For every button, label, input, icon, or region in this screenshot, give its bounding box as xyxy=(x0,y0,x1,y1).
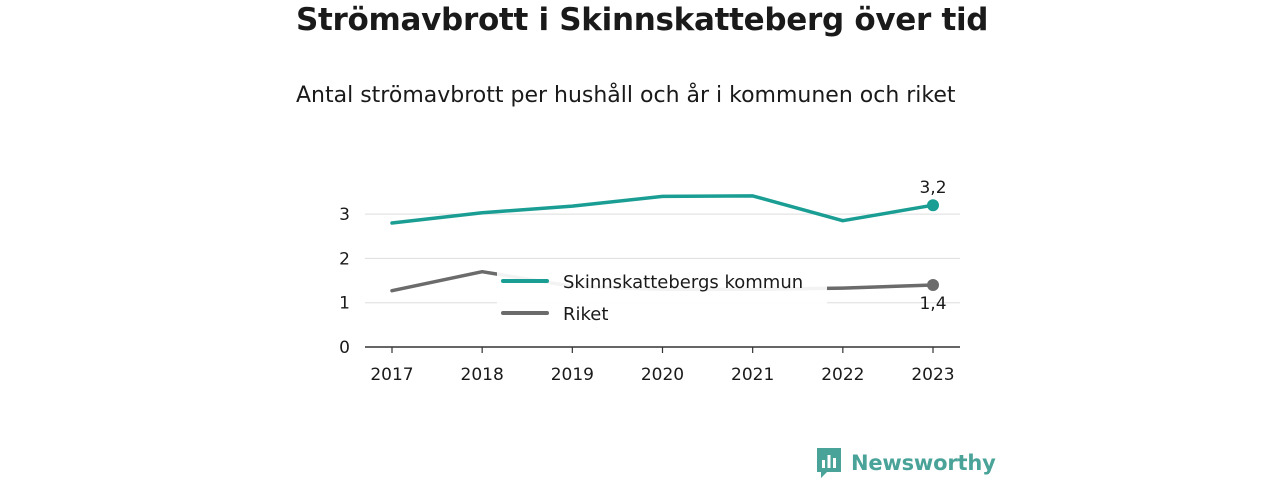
chart-subtitle: Antal strömavbrott per hushåll och år i … xyxy=(296,83,956,108)
x-tick-label: 2020 xyxy=(641,365,684,385)
y-tick-label: 1 xyxy=(339,294,350,314)
legend-label: Riket xyxy=(563,304,608,325)
newsworthy-logo-icon xyxy=(817,448,841,478)
x-tick-label: 2022 xyxy=(821,365,864,385)
x-tick-label: 2017 xyxy=(370,365,413,385)
end-value-labels: 3,2 1,4 xyxy=(919,178,946,314)
end-label-riket: 1,4 xyxy=(919,294,946,314)
series-endpoint-riket xyxy=(927,278,939,291)
x-tick-label: 2018 xyxy=(461,365,504,385)
x-tick-label: 2021 xyxy=(731,365,774,385)
brand-name: Newsworthy xyxy=(851,451,996,475)
legend-background xyxy=(497,262,827,330)
brand-logo: Newsworthy xyxy=(815,446,996,480)
y-axis-ticks: 0 1 2 3 xyxy=(339,205,350,358)
y-tick-label: 0 xyxy=(339,338,350,358)
x-tick-label: 2023 xyxy=(911,365,954,385)
end-label-kommun: 3,2 xyxy=(919,178,946,198)
y-tick-label: 3 xyxy=(339,205,350,225)
y-tick-label: 2 xyxy=(339,249,350,269)
legend-label: Skinnskattebergs kommun xyxy=(563,272,803,293)
x-tick-label: 2019 xyxy=(551,365,594,385)
series-endpoint-kommun xyxy=(927,199,939,212)
chart-title: Strömavbrott i Skinnskatteberg över tid xyxy=(296,2,989,38)
x-axis: 2017 2018 2019 2020 2021 2022 2023 xyxy=(365,346,960,385)
series-line-kommun xyxy=(390,194,935,225)
legend: Skinnskattebergs kommun Riket xyxy=(497,262,827,330)
